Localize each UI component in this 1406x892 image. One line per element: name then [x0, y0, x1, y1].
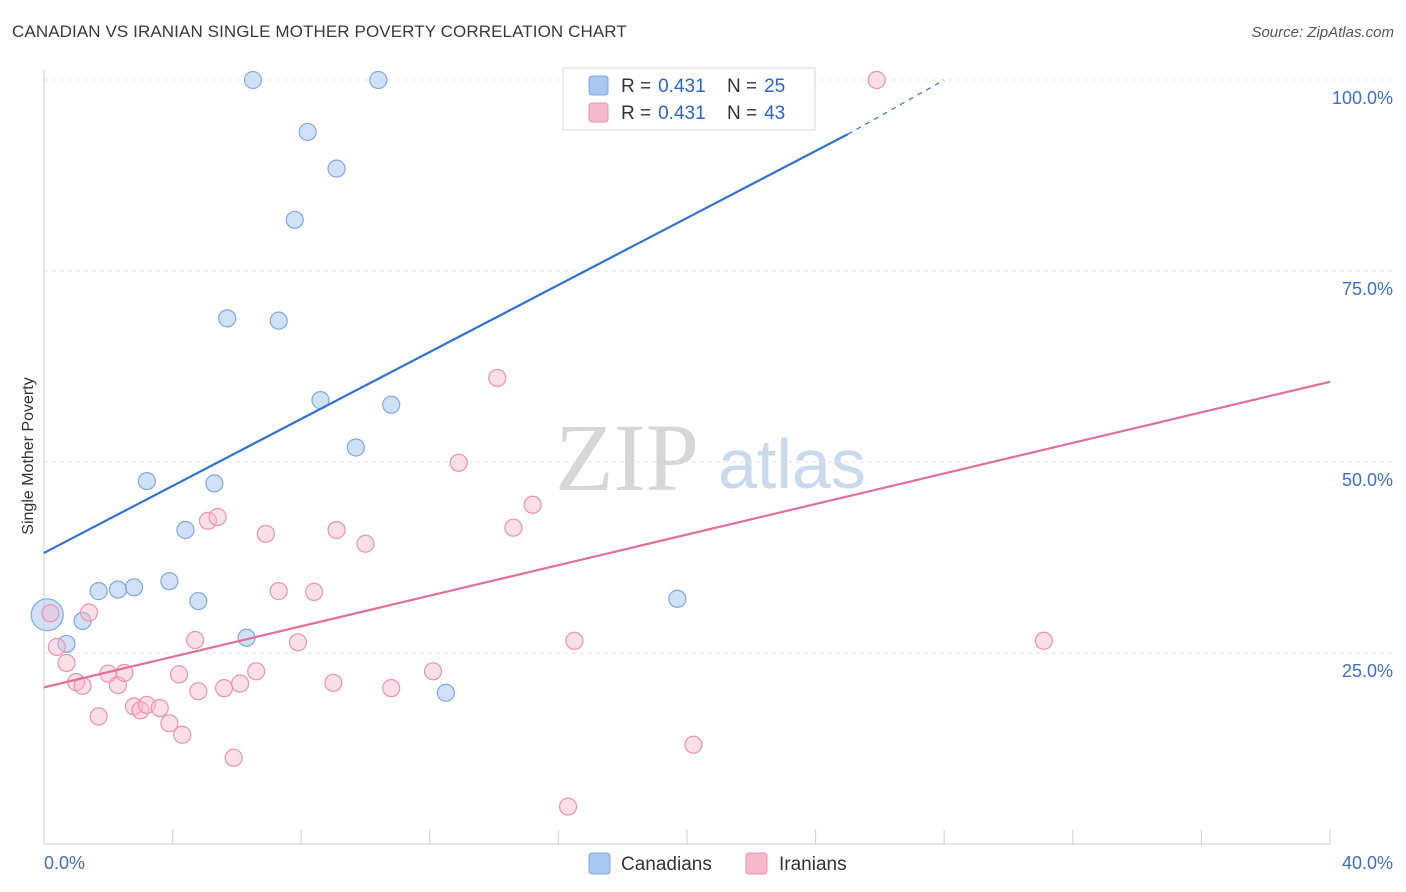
- regression-lines: [43, 79, 1331, 689]
- point-canadians: [346, 438, 365, 457]
- point-canadians: [189, 591, 208, 611]
- legend-r-label-canadians: R =: [621, 76, 651, 97]
- legend-n-label-iranians: N =: [727, 103, 757, 124]
- point-iranians: [169, 665, 189, 684]
- bottom-legend-label-canadians: Canadians: [621, 854, 712, 875]
- point-canadians: [298, 122, 317, 142]
- svg-text:N =25: N = 25: [727, 76, 785, 97]
- svg-text:N =43: N = 43: [727, 103, 785, 124]
- point-canadians: [108, 580, 128, 599]
- point-iranians: [47, 637, 66, 656]
- point-canadians: [124, 578, 144, 597]
- point-iranians: [150, 698, 169, 718]
- point-iranians: [208, 507, 227, 527]
- grid-lines: [44, 79, 1393, 654]
- legend-r-value-canadians: 0.431: [658, 76, 706, 97]
- x-tick-label-min: 0.0%: [44, 853, 85, 873]
- point-iranians: [57, 653, 76, 673]
- point-iranians: [173, 725, 192, 744]
- point-iranians: [41, 604, 60, 623]
- point-canadians: [369, 70, 388, 90]
- point-canadians: [243, 70, 263, 90]
- point-iranians: [423, 662, 443, 681]
- series-iranians-points: [41, 70, 1053, 816]
- legend-n-value-canadians: 25: [764, 76, 785, 97]
- stats-legend: R = 0.431 N = 25 R = 0.431 N = 43: [562, 67, 816, 131]
- point-canadians: [382, 395, 401, 414]
- regression-line-iranians: [43, 380, 1331, 689]
- svg-text:R =0.431: R = 0.431: [621, 76, 706, 97]
- legend-r-label-iranians: R =: [621, 103, 651, 124]
- point-canadians: [327, 159, 346, 178]
- x-axis-ticks: [172, 830, 1331, 844]
- y-tick-label: 75.0%: [1342, 279, 1393, 299]
- y-tick-label: 50.0%: [1342, 470, 1393, 490]
- regression-extension-canadians: [847, 79, 945, 135]
- point-iranians: [504, 518, 523, 537]
- point-canadians: [668, 589, 687, 608]
- point-iranians: [79, 603, 99, 622]
- series-legend: Canadians Iranians: [588, 852, 847, 875]
- y-tick-label: 25.0%: [1342, 661, 1393, 681]
- legend-swatch-iranians: [588, 102, 609, 123]
- point-iranians: [247, 662, 266, 681]
- point-iranians: [160, 714, 179, 733]
- y-axis-label: Single Mother Poverty: [20, 377, 37, 534]
- chart-title: CANADIAN VS IRANIAN SINGLE MOTHER POVERT…: [12, 22, 627, 41]
- point-iranians: [214, 679, 234, 698]
- point-iranians: [327, 520, 346, 540]
- legend-n-value-iranians: 43: [764, 103, 785, 124]
- point-canadians: [269, 311, 288, 330]
- point-iranians: [558, 797, 578, 816]
- point-iranians: [288, 633, 308, 652]
- point-iranians: [356, 534, 375, 553]
- point-canadians: [89, 582, 108, 601]
- point-iranians: [256, 524, 275, 543]
- svg-text:R =0.431: R = 0.431: [621, 103, 706, 124]
- y-axis-tick-labels: 25.0% 50.0% 75.0% 100.0%: [1332, 88, 1393, 681]
- point-iranians: [304, 582, 324, 601]
- point-iranians: [89, 707, 108, 726]
- point-iranians: [324, 673, 343, 692]
- watermark-zip: ZIP: [555, 404, 699, 511]
- point-iranians: [189, 682, 208, 701]
- bottom-legend-swatch-canadians: [588, 852, 611, 875]
- point-iranians: [684, 735, 703, 754]
- x-tick-label-max: 40.0%: [1342, 853, 1393, 873]
- point-canadians: [205, 474, 224, 493]
- point-iranians: [488, 368, 507, 388]
- legend-n-label-canadians: N =: [727, 76, 757, 97]
- point-iranians: [1034, 631, 1053, 650]
- bottom-legend-label-iranians: Iranians: [779, 854, 847, 875]
- point-canadians: [137, 472, 156, 491]
- series-canadians-points: [30, 70, 722, 702]
- point-iranians: [449, 453, 468, 472]
- point-iranians: [523, 495, 542, 514]
- point-iranians: [198, 511, 218, 530]
- point-canadians: [160, 572, 179, 591]
- chart-source: Source: ZipAtlas.com: [1251, 24, 1394, 41]
- point-iranians: [565, 631, 584, 650]
- watermark-atlas: atlas: [718, 425, 866, 503]
- point-iranians: [867, 70, 886, 90]
- y-tick-label: 100.0%: [1332, 88, 1393, 108]
- point-iranians: [186, 630, 205, 650]
- point-canadians: [176, 520, 195, 540]
- point-iranians: [224, 748, 243, 767]
- point-iranians: [231, 674, 250, 693]
- point-iranians: [382, 679, 401, 698]
- point-canadians: [436, 683, 455, 702]
- legend-swatch-canadians: [588, 75, 609, 96]
- point-canadians: [218, 309, 237, 328]
- bottom-legend-swatch-iranians: [745, 852, 768, 875]
- point-iranians: [269, 582, 288, 601]
- legend-r-value-iranians: 0.431: [658, 103, 706, 124]
- point-canadians: [285, 210, 304, 229]
- regression-line-canadians: [43, 133, 849, 554]
